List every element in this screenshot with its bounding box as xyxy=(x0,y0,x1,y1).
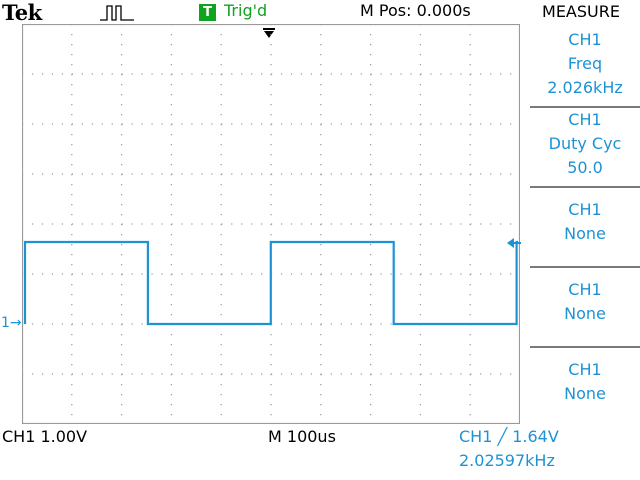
measure-panel: MEASURE CH1 Freq 2.026kHz CH1 Duty Cyc 5… xyxy=(522,0,640,426)
measure-type: Duty Cyc xyxy=(548,134,622,153)
ch1-scale-readout: CH1 1.00V xyxy=(2,427,88,446)
trigger-frequency-readout: 2.02597kHz xyxy=(459,451,555,470)
measure-value: 2.026kHz xyxy=(547,78,623,97)
pulse-waveform-icon xyxy=(100,5,134,21)
waveform-display xyxy=(22,24,520,424)
measure-channel: CH1 xyxy=(568,360,602,379)
measure-slot-1[interactable]: CH1 Freq 2.026kHz xyxy=(530,26,640,108)
main-position-readout: M Pos: 0.000s xyxy=(360,1,471,20)
measure-channel: CH1 xyxy=(568,280,602,299)
trigger-badge: T xyxy=(199,4,216,21)
measure-channel: CH1 xyxy=(568,30,602,49)
measure-type: Freq xyxy=(567,54,603,73)
measure-channel: CH1 xyxy=(568,110,602,129)
measure-title[interactable]: MEASURE xyxy=(542,2,620,21)
measure-value: 50.0 xyxy=(567,158,603,177)
measure-slot-2[interactable]: CH1 Duty Cyc 50.0 xyxy=(530,106,640,188)
measure-channel: CH1 xyxy=(568,200,602,219)
trigger-status: Trig'd xyxy=(224,1,268,20)
measure-type: None xyxy=(564,384,606,403)
ch1-ground-marker: 1→ xyxy=(1,315,22,331)
measure-slot-5[interactable]: CH1 None xyxy=(530,346,640,426)
measure-slot-3[interactable]: CH1 None xyxy=(530,186,640,268)
trigger-level-readout: CH1 ╱ 1.64V xyxy=(459,427,559,446)
measure-type: None xyxy=(564,304,606,323)
brand-logo: Tek xyxy=(2,0,42,25)
measure-type: None xyxy=(564,224,606,243)
ch1-trace xyxy=(23,240,518,326)
timebase-readout: M 100us xyxy=(268,427,336,446)
trigger-level-arrow-icon xyxy=(507,238,521,248)
trigger-position-arrow-icon xyxy=(263,28,275,38)
measure-slot-4[interactable]: CH1 None xyxy=(530,266,640,348)
graticule xyxy=(22,24,520,424)
